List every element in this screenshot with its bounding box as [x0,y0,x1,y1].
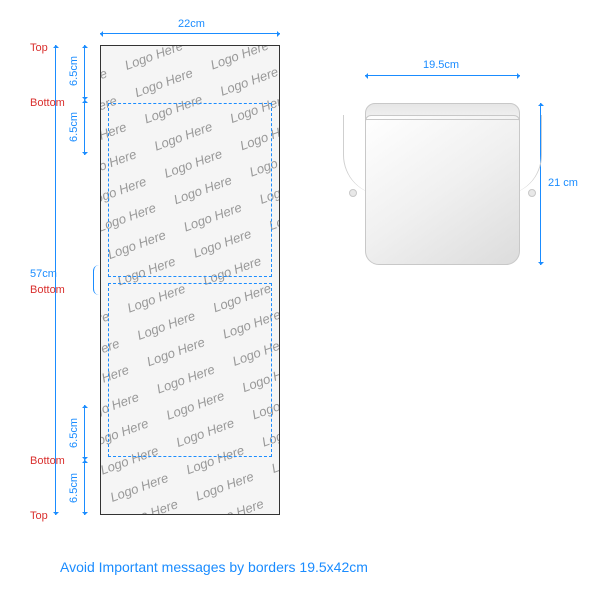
dim-arrow-height-left [55,45,56,515]
dim-label-margin-1: 6.5cm [68,56,80,86]
dim-arrow-width-top [100,33,280,34]
safe-area-lower [108,283,272,457]
side-label-bottom-3: Bottom [30,455,65,467]
cord-knot-left-icon [349,189,357,197]
dim-label-bag-height: 21 cm [548,177,578,189]
bag-seam [365,119,520,120]
side-label-bottom-1: Bottom [30,97,65,109]
dim-label-width-top: 22cm [178,18,205,30]
dim-arrow-margin-2 [84,100,85,155]
bag-illustration: 19.5cm 21 cm [355,85,530,265]
side-label-top-1: Top [30,42,48,54]
fold-guide-icon [93,265,105,295]
bag-shape [355,85,530,265]
dim-label-margin-2: 6.5cm [68,112,80,142]
infographic-canvas: Logo HereLogo HereLogo HereLogo HereLogo… [0,0,600,600]
cord-knot-right-icon [528,189,536,197]
dim-label-margin-4: 6.5cm [68,473,80,503]
footer-note: Avoid Important messages by borders 19.5… [60,559,368,575]
side-label-top-2: Top [30,510,48,522]
dim-label-bag-width: 19.5cm [423,59,459,71]
dim-label-margin-3: 6.5cm [68,418,80,448]
side-label-bottom-2: Bottom [30,284,65,296]
dim-label-height-left: 57cm [30,268,57,280]
dim-arrow-margin-1 [84,45,85,100]
dim-arrow-margin-3 [84,405,85,460]
dim-arrow-margin-4 [84,460,85,515]
dim-arrow-bag-width [365,75,520,76]
safe-area-upper [108,103,272,277]
bag-body [365,115,520,265]
